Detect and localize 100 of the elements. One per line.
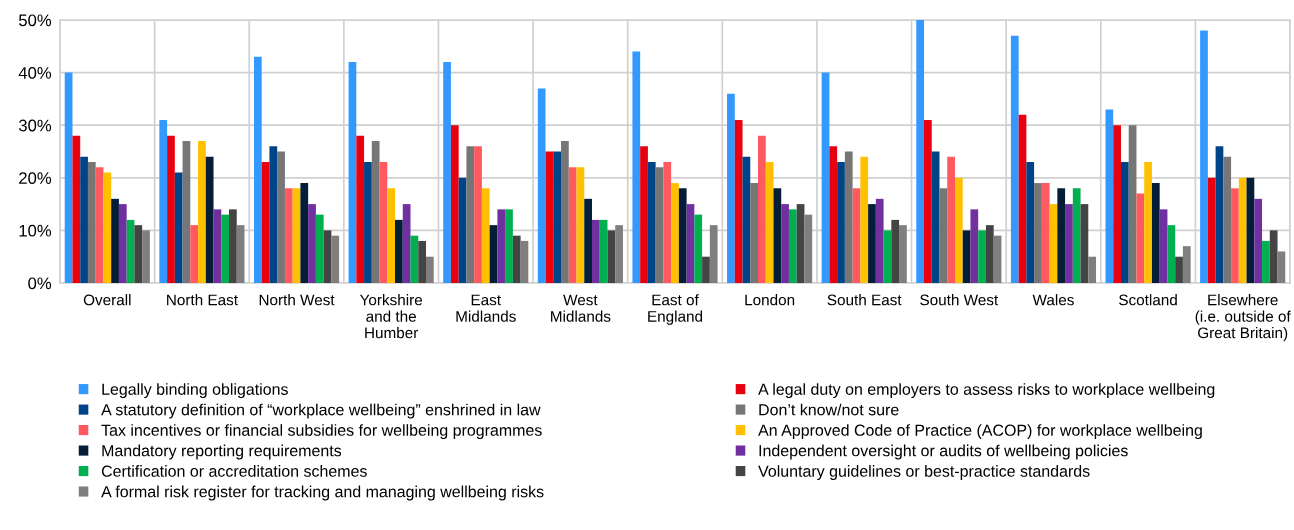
bar [425, 256, 434, 283]
bar [734, 119, 743, 283]
bar [497, 209, 506, 283]
bar [576, 167, 585, 283]
bar [1136, 193, 1145, 283]
bar [331, 235, 340, 283]
bar [418, 240, 426, 283]
bar [1238, 177, 1247, 283]
bar [1034, 183, 1042, 283]
bar [1175, 256, 1183, 283]
bar [568, 167, 577, 283]
y-tick-label: 40% [18, 67, 52, 79]
bar [1057, 188, 1066, 283]
legend-label: Tax incentives or financial subsidies for wellbeing programmes [101, 424, 542, 440]
x-tick-label: Elsewhere (i.e. outside of Great Britain) [1195, 294, 1291, 342]
bar [300, 183, 309, 283]
bar [931, 151, 940, 283]
bar [607, 230, 616, 283]
bar [758, 135, 766, 283]
x-tick-label: West Midlands [551, 294, 611, 322]
bar [1254, 198, 1263, 283]
bar [387, 188, 396, 283]
bar [962, 230, 971, 283]
bar [308, 204, 316, 283]
bar [916, 20, 925, 283]
bar [167, 135, 175, 283]
bar [939, 188, 948, 283]
bar [1231, 188, 1239, 283]
bar [632, 51, 641, 283]
bar [788, 209, 797, 283]
bar [126, 219, 135, 283]
bar [709, 225, 718, 283]
bar [954, 177, 963, 283]
bar [142, 230, 150, 283]
bar [1246, 177, 1255, 283]
bar [1151, 183, 1160, 283]
x-tick-label: London [745, 294, 795, 306]
bar [796, 204, 805, 283]
bar [1223, 156, 1232, 283]
bar [592, 219, 600, 283]
y-tick-label: 20% [19, 172, 52, 184]
bar [95, 167, 104, 283]
bar [458, 177, 467, 283]
y-tick-label: 10% [19, 224, 52, 237]
bar [868, 204, 876, 283]
bar [970, 209, 979, 283]
bar [72, 135, 81, 283]
bar [829, 146, 838, 283]
bar [229, 209, 237, 283]
bar [111, 198, 119, 283]
bar [655, 167, 664, 283]
bar [466, 146, 475, 283]
bar [727, 93, 735, 283]
bar [663, 162, 672, 283]
bar [584, 198, 592, 283]
bar [269, 146, 278, 283]
bar [443, 62, 451, 283]
bar [379, 162, 388, 283]
bar [1072, 188, 1081, 283]
bar [402, 204, 411, 283]
bar [599, 219, 608, 283]
y-tick-label: 0% [28, 277, 52, 290]
bar [182, 140, 191, 283]
bar [686, 204, 695, 283]
bar [481, 188, 490, 283]
bar [253, 56, 262, 283]
bar [103, 172, 112, 283]
legend-label: A legal duty on employers to assess risks to workplace wellbeing [758, 383, 1215, 399]
x-tick-label: East of England [648, 294, 703, 325]
x-tick-label: Overall [83, 294, 131, 306]
legend-label: Mandatory reporting requirements [102, 444, 342, 460]
bar [978, 230, 986, 283]
bar [213, 209, 222, 283]
bar [323, 230, 332, 283]
bar [1018, 114, 1027, 283]
legend-label: Don’t know/not sure [759, 403, 899, 416]
bar [284, 188, 293, 283]
bar [80, 156, 88, 283]
bar [174, 172, 183, 283]
bar [315, 214, 324, 283]
bar [159, 119, 168, 283]
bar [450, 125, 459, 283]
bar [1182, 246, 1191, 283]
bar [198, 140, 206, 283]
bar [561, 140, 569, 283]
bar [852, 188, 861, 283]
bar [765, 162, 774, 283]
y-tick-label: 30% [18, 119, 52, 132]
bar [292, 188, 301, 283]
y-tick-label: 50% [18, 14, 52, 27]
bar [985, 225, 994, 283]
bar [1113, 125, 1121, 283]
bar [395, 219, 403, 283]
bar [694, 214, 703, 283]
bar [1120, 162, 1129, 283]
bar [356, 135, 365, 283]
bar [410, 235, 419, 283]
bar [1105, 109, 1114, 283]
bar [899, 225, 907, 283]
bar [640, 146, 648, 283]
